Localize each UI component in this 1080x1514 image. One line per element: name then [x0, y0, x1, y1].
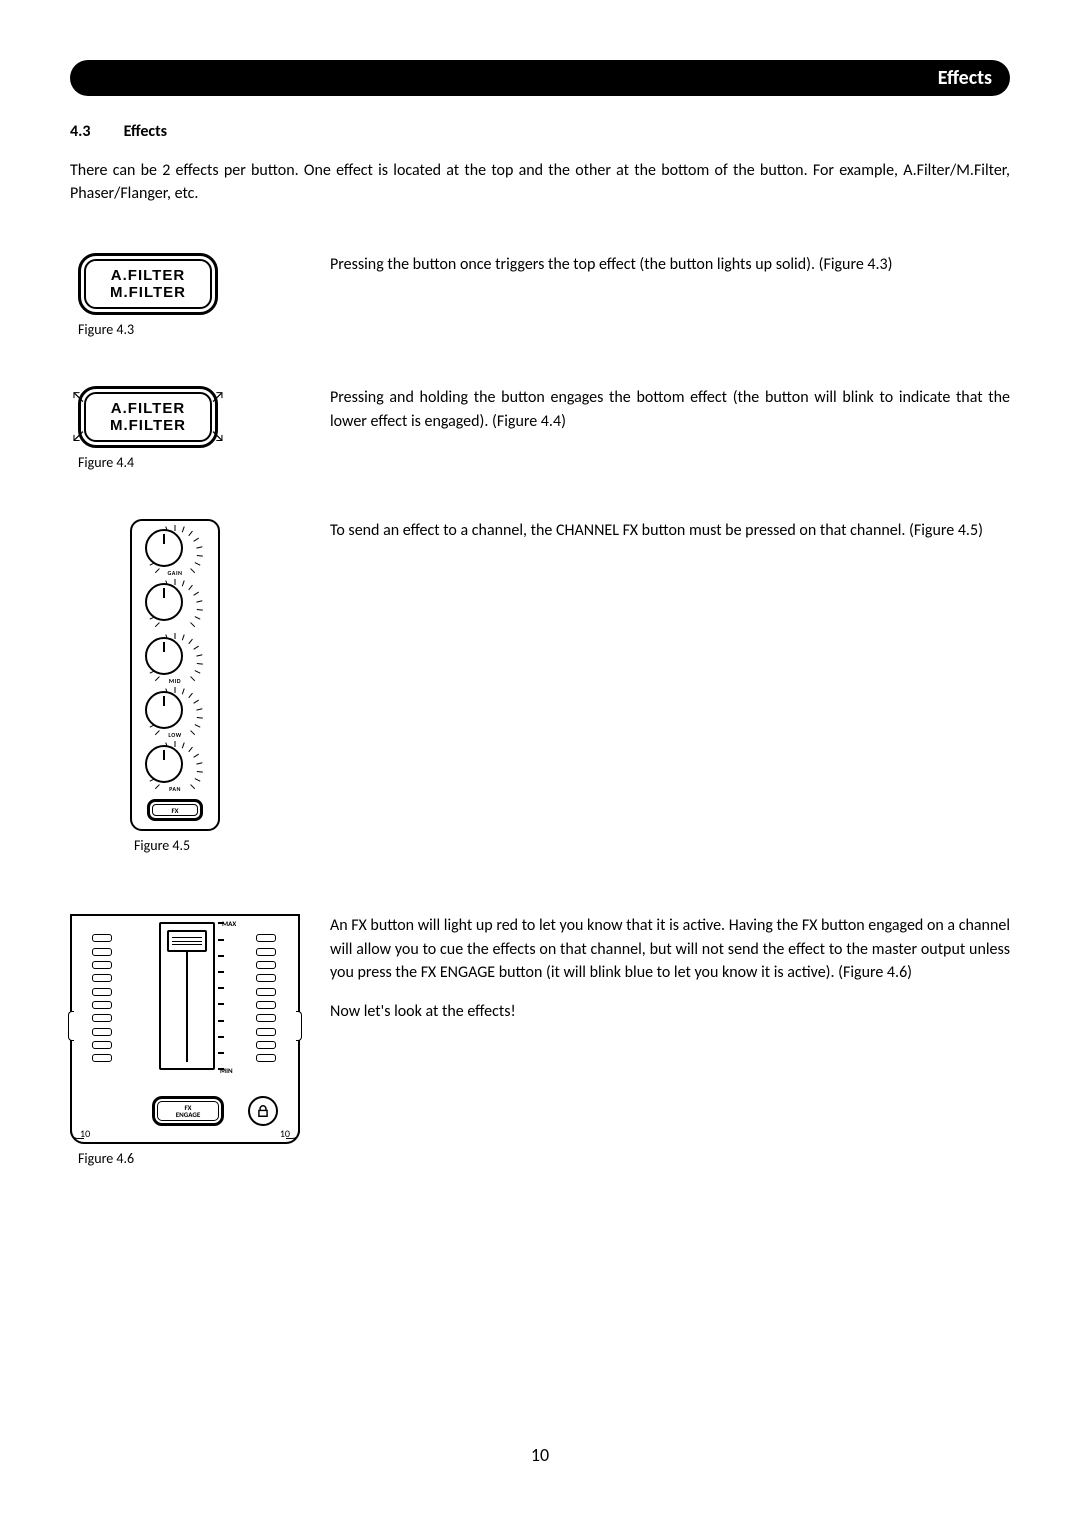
intro-paragraph: There can be 2 effects per button. One e…	[70, 159, 1010, 205]
min-label: MIN	[220, 1066, 233, 1075]
figure-4-4-text: Pressing and holding the button engages …	[320, 386, 1010, 432]
gain-label: GAIN	[145, 569, 205, 577]
channel-fx-button: FX	[147, 799, 203, 821]
scale-marks	[218, 922, 224, 1070]
figure-4-5-text: To send an effect to a channel, the CHAN…	[320, 519, 1010, 542]
fx-engage-label: FX ENGAGE	[155, 1099, 221, 1123]
mid-knob: MID	[145, 637, 205, 685]
fx-engage-panel: MAX MIN FX ENGAGE 10 10	[70, 914, 300, 1144]
figure-4-6-text-1: An FX button will light up red to let yo…	[330, 914, 1010, 984]
filter-top-label: A.FILTER	[111, 267, 185, 284]
figure-4-5-caption: Figure 4.5	[126, 837, 320, 854]
row-figure-4-6: MAX MIN FX ENGAGE 10 10 Figure 4.6 An FX…	[70, 914, 1010, 1167]
filter-top-label: A.FILTER	[111, 400, 185, 417]
page-number: 10	[0, 1444, 1080, 1466]
section-title: Effects	[124, 122, 167, 141]
figure-4-3-caption: Figure 4.3	[70, 321, 320, 338]
blink-arrow-icon: ↙	[71, 432, 85, 442]
led-column-right	[256, 934, 278, 1062]
blink-arrow-icon: ↘	[211, 432, 225, 442]
figure-4-4-caption: Figure 4.4	[70, 454, 320, 471]
figure-4-6-text-2: Now let's look at the effects!	[330, 1000, 1010, 1023]
fader-cap	[167, 930, 207, 952]
side-notch-icon	[68, 1011, 74, 1041]
low-knob: LOW	[145, 691, 205, 739]
header-bar: Effects	[70, 60, 1010, 96]
fx-engage-button: FX ENGAGE	[152, 1096, 224, 1126]
high-knob	[145, 583, 205, 631]
blink-arrow-icon: ↗	[211, 393, 225, 403]
row-figure-4-3: A.FILTER M.FILTER Figure 4.3 Pressing th…	[70, 253, 1010, 338]
section-number: 4.3	[70, 122, 120, 141]
gain-knob: GAIN	[145, 529, 205, 577]
corner-arc-icon	[286, 1129, 300, 1139]
mid-label: MID	[145, 677, 205, 685]
corner-arc-icon	[70, 1129, 84, 1139]
filter-button-blink: ↖ ↗ ↙ ↘ A.FILTER M.FILTER	[78, 386, 218, 448]
channel-strip: GAIN MID LOW PAN FX	[130, 519, 220, 831]
led-column-left	[92, 934, 114, 1062]
filter-bottom-label: M.FILTER	[110, 284, 186, 301]
pan-knob: PAN	[145, 745, 205, 793]
row-figure-4-5: GAIN MID LOW PAN FX Figure 4.5	[70, 519, 1010, 854]
filter-bottom-label: M.FILTER	[110, 417, 186, 434]
max-label: MAX	[222, 919, 236, 928]
filter-button-solid: A.FILTER M.FILTER	[78, 253, 218, 315]
row-figure-4-4: ↖ ↗ ↙ ↘ A.FILTER M.FILTER Figure 4.4 Pre…	[70, 386, 1010, 471]
figure-4-3-text: Pressing the button once triggers the to…	[320, 253, 1010, 276]
blink-arrow-icon: ↖	[71, 393, 85, 403]
pan-label: PAN	[145, 785, 205, 793]
side-notch-icon	[296, 1011, 302, 1041]
fx-label: FX	[150, 802, 200, 818]
header-tab-label: Effects	[938, 66, 992, 90]
low-label: LOW	[145, 731, 205, 739]
lock-button	[248, 1096, 278, 1126]
crossfader-slot	[159, 922, 215, 1070]
figure-4-6-text-col: An FX button will light up red to let yo…	[320, 914, 1010, 1023]
lock-icon	[256, 1104, 270, 1118]
section-heading: 4.3 Effects	[70, 122, 1010, 141]
figure-4-6-caption: Figure 4.6	[70, 1150, 320, 1167]
